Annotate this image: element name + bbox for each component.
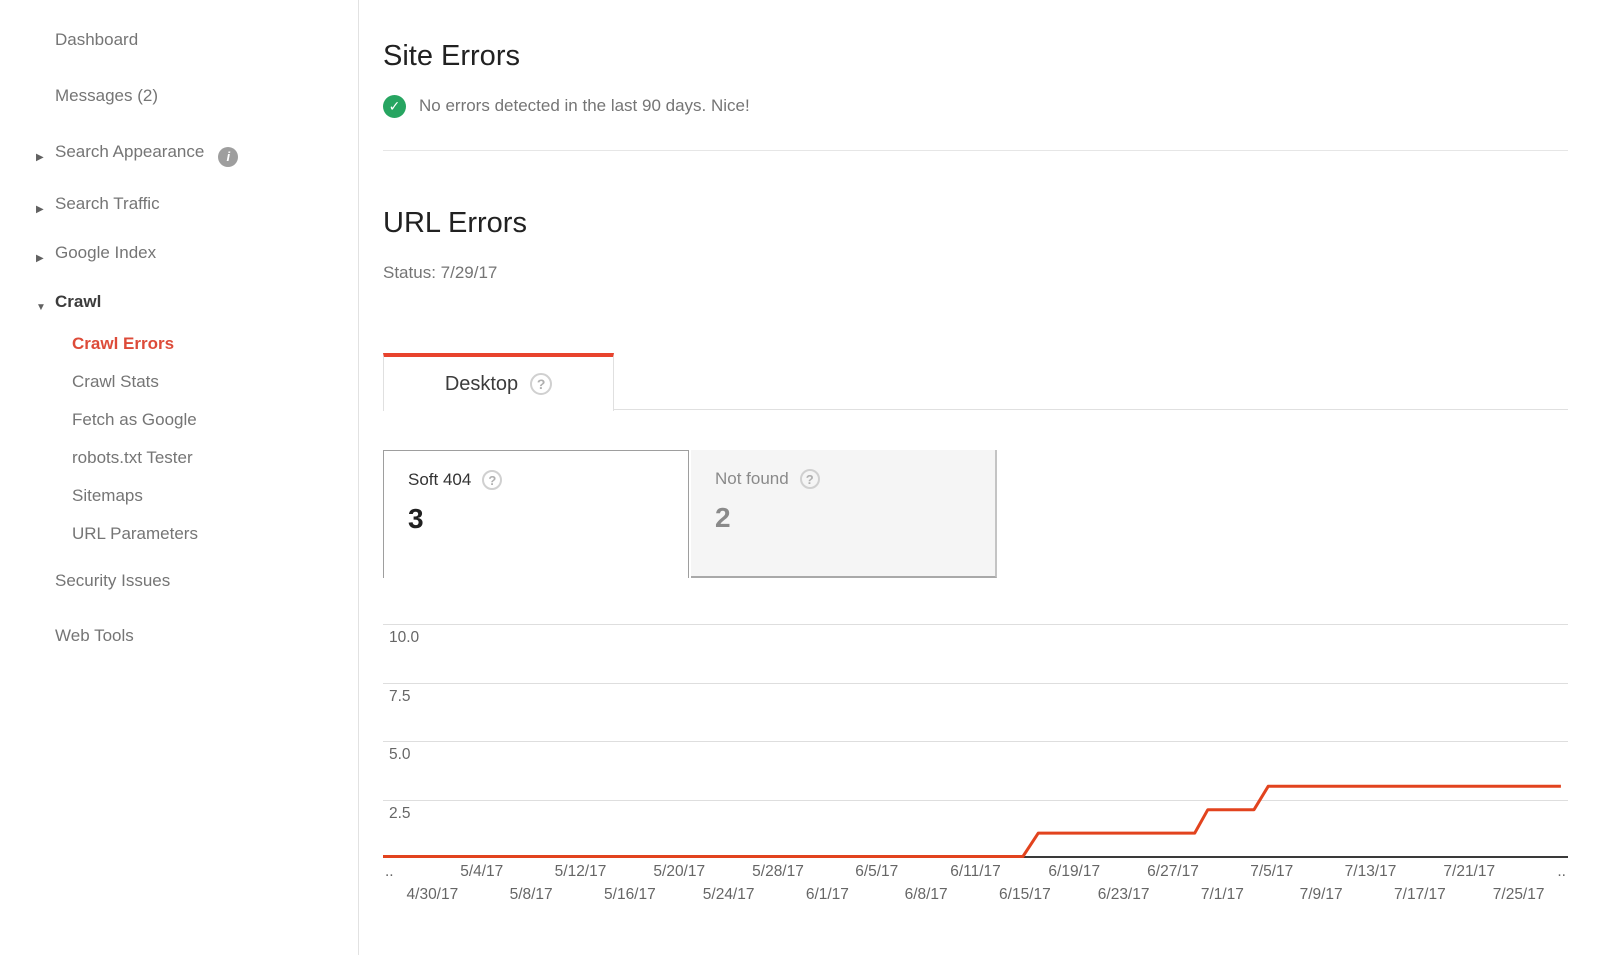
sidebar-item-fetch-as-google[interactable]: Fetch as Google (0, 408, 358, 432)
sidebar-item-label: Fetch as Google (72, 410, 197, 429)
sidebar: Dashboard Messages (2) ▶ Search Appearance i… (0, 0, 359, 955)
platform-tabbar: Desktop ? (383, 353, 1568, 411)
card-soft-404[interactable]: Soft 404 ? 3 (383, 450, 689, 578)
sidebar-item-label: Web Tools (55, 626, 134, 645)
x-axis-tick-label: 7/25/17 (1492, 886, 1545, 903)
sidebar-item-messages-2[interactable]: Messages (2) (0, 84, 358, 108)
card-not-found-count: 2 (715, 502, 731, 533)
x-axis-tick-label: 5/20/17 (653, 863, 706, 880)
sidebar-item-label: Google Index (55, 243, 157, 262)
x-axis-tick-label: 5/16/17 (604, 886, 656, 903)
sidebar-item-dashboard[interactable]: Dashboard (0, 28, 358, 52)
gridline (383, 799, 1568, 801)
x-axis-tick-label: 7/1/17 (1200, 886, 1244, 903)
section-divider (383, 150, 1568, 151)
y-axis-tick-label: 7.5 (389, 687, 411, 705)
expand-arrow-icon[interactable]: ▶ (36, 204, 44, 215)
x-axis-tick-label: 6/19/17 (1048, 863, 1101, 880)
main-content: Site Errors ✓ No errors detected in the … (359, 0, 1568, 955)
sidebar-item-search-traffic[interactable]: ▶ Search Traffic (0, 192, 358, 216)
x-axis-tick-label: 6/1/17 (805, 886, 849, 903)
sidebar-item-label: robots.txt Tester (72, 448, 193, 467)
x-axis-tick-label: 7/21/17 (1443, 863, 1496, 880)
y-axis-tick-label: 2.5 (389, 804, 411, 822)
x-axis-tick-label: 6/11/17 (950, 863, 1001, 880)
x-axis-tick-label: 7/5/17 (1250, 863, 1294, 880)
url-errors-chart: 10.0 7.5 5.0 2.5 .. 5/4/17 5/12/17 5/20/17 5/28… (383, 612, 1568, 910)
y-axis-tick-label: 5.0 (389, 746, 411, 763)
x-axis-tick-label: 7/13/17 (1344, 863, 1397, 880)
expand-arrow-icon[interactable]: ▶ (36, 152, 44, 163)
x-axis-tick-label: 5/8/17 (509, 886, 553, 903)
x-axis-tick-label: 6/15/17 (999, 886, 1051, 903)
site-errors-title: Site Errors (383, 40, 520, 72)
sidebar-item-crawl-errors[interactable]: Crawl Errors (0, 332, 358, 356)
collapse-arrow-icon[interactable]: ▼ (36, 302, 46, 313)
sidebar-item-label: Crawl Stats (72, 372, 159, 391)
error-type-cards: Soft 404 ? 3 Not found ? 2 (383, 450, 1568, 578)
tab-desktop-label: Desktop (444, 372, 519, 395)
card-not-found-label: Not found (715, 469, 789, 488)
sidebar-item-google-index[interactable]: ▶ Google Index (0, 241, 358, 265)
x-axis-tick-label: 7/9/17 (1299, 886, 1343, 903)
x-axis-tick-label: 5/28/17 (752, 863, 804, 880)
x-axis-tick-label: 7/17/17 (1394, 886, 1446, 903)
sidebar-item-crawl-stats[interactable]: Crawl Stats (0, 370, 358, 394)
sidebar-item-crawl[interactable]: ▼ Crawl (0, 290, 358, 314)
sidebar-item-label: Messages (2) (55, 86, 158, 105)
desktop-help-icon[interactable]: ? (530, 373, 553, 395)
sidebar-nav: Dashboard Messages (2) ▶ Search Appearance i… (0, 28, 358, 648)
x-axis: .. 5/4/17 5/12/17 5/20/17 5/28/17 6/5/17 6/11/… (383, 858, 1568, 910)
gridline (383, 624, 1568, 625)
x-axis-tick-label: 6/23/17 (1097, 886, 1150, 903)
tab-desktop[interactable]: Desktop ? (383, 353, 614, 411)
url-errors-title: URL Errors (383, 207, 527, 239)
x-axis-tick-label: .. (1557, 863, 1566, 880)
info-icon[interactable]: i (218, 147, 239, 167)
card-soft-404-count: 3 (408, 503, 424, 534)
sidebar-item-label: Search Traffic (55, 194, 160, 213)
x-axis-tick-label: .. (385, 863, 394, 880)
sidebar-item-url-parameters[interactable]: URL Parameters (0, 522, 358, 546)
success-check-icon: ✓ (383, 94, 406, 118)
sidebar-item-label: Sitemaps (72, 486, 143, 505)
x-axis-tick-label: 5/24/17 (702, 886, 755, 903)
sidebar-item-label: Dashboard (55, 30, 139, 49)
soft-404-help-icon[interactable]: ? (482, 470, 503, 490)
url-errors-status: Status: 7/29/17 (383, 263, 498, 282)
x-axis-tick-label: 5/12/17 (554, 863, 607, 880)
sidebar-item-label: Search Appearance (55, 142, 205, 161)
gridline (383, 682, 1568, 684)
x-axis-tick-label: 4/30/17 (406, 886, 459, 903)
sidebar-item-search-appearance[interactable]: ▶ Search Appearance i (0, 140, 358, 167)
site-errors-message: No errors detected in the last 90 days. … (419, 96, 750, 115)
gridline (383, 741, 1568, 742)
card-not-found[interactable]: Not found ? 2 (691, 450, 997, 578)
y-axis-tick-label: 10.0 (389, 629, 420, 646)
sidebar-item-label: Crawl (55, 292, 102, 311)
sidebar-item-label: URL Parameters (72, 524, 198, 543)
x-axis-tick-label: 6/5/17 (855, 863, 899, 880)
x-axis-tick-label: 5/4/17 (460, 863, 504, 880)
sidebar-item-sitemaps[interactable]: Sitemaps (0, 484, 358, 508)
sidebar-item-label: Crawl Errors (72, 334, 175, 353)
sidebar-item-web-tools[interactable]: Web Tools (0, 624, 358, 648)
not-found-help-icon[interactable]: ? (799, 469, 820, 489)
x-axis-tick-label: 6/8/17 (904, 886, 948, 903)
card-soft-404-label: Soft 404 (408, 470, 472, 489)
sidebar-item-robots-txt-tester[interactable]: robots.txt Tester (0, 446, 358, 470)
sidebar-item-security-issues[interactable]: Security Issues (0, 569, 358, 593)
site-errors-status-line: ✓ No errors detected in the last 90 days… (383, 94, 1568, 118)
sidebar-item-label: Security Issues (55, 571, 171, 590)
error-trend-line (383, 784, 1561, 858)
chart-plot: 10.0 7.5 5.0 2.5 (383, 612, 1568, 858)
x-axis-tick-label: 6/27/17 (1147, 863, 1199, 880)
expand-arrow-icon[interactable]: ▶ (36, 253, 44, 264)
